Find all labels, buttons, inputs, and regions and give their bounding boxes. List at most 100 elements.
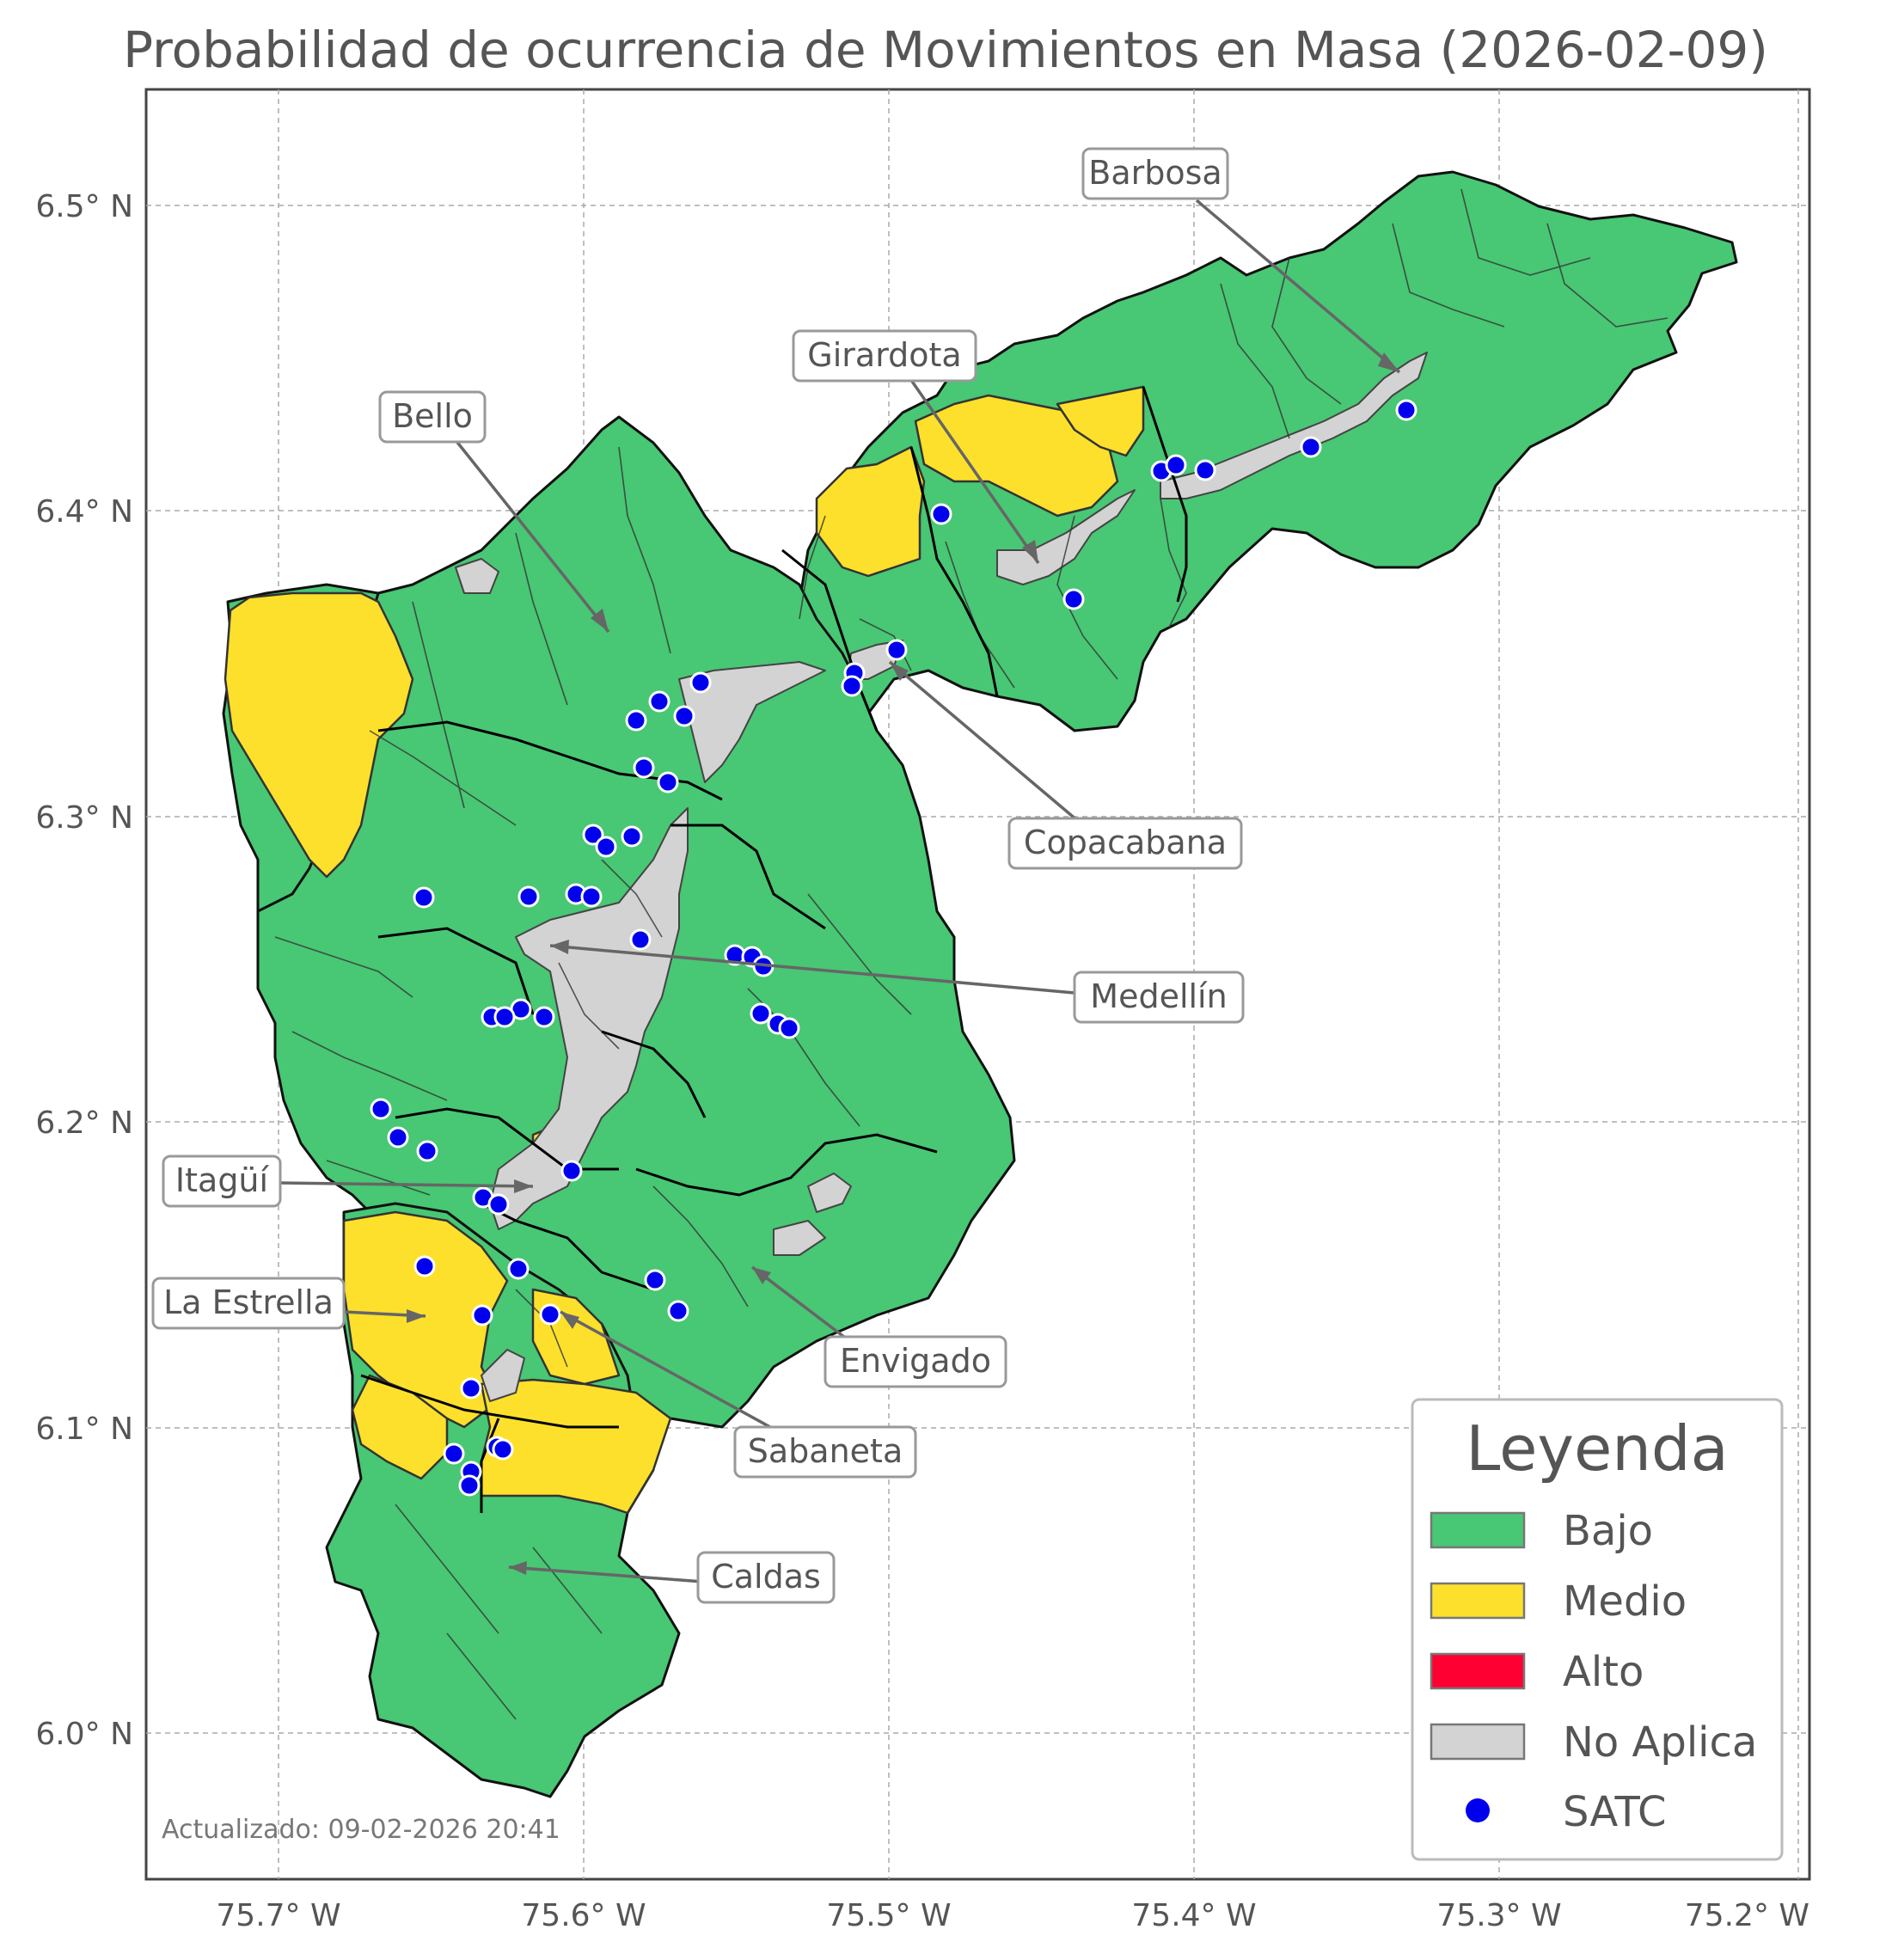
- satc-point: [387, 1126, 409, 1148]
- callout-girardota: Girardota: [792, 329, 977, 383]
- satc-point: [517, 885, 540, 908]
- updated-timestamp: Actualizado: 09-02-2026 20:41: [162, 1815, 560, 1845]
- lon-tick-label: 75.6° W: [521, 1898, 646, 1933]
- callout-la-estrella: La Estrella: [151, 1277, 346, 1330]
- subdivision-lines: [274, 188, 1669, 1720]
- lon-tick-label: 75.4° W: [1131, 1898, 1256, 1933]
- satc-point: [413, 1255, 436, 1277]
- satc-point: [507, 1258, 530, 1280]
- legend-title: Leyenda: [1466, 1412, 1729, 1485]
- satc-point: [657, 771, 679, 793]
- medio-zones: [223, 385, 1145, 1515]
- lat-tick-label: 6.5° N: [35, 189, 133, 224]
- legend-label-satc: SATC: [1563, 1788, 1667, 1836]
- satc-point: [460, 1377, 482, 1400]
- satc-point: [621, 825, 643, 848]
- callout-itagui: Itagüí: [162, 1155, 282, 1208]
- legend-swatch-bajo: [1430, 1511, 1526, 1549]
- urban-bello-west: [455, 558, 499, 594]
- legend-label-bajo: Bajo: [1563, 1507, 1653, 1555]
- medio-zone-girardota-west: [815, 445, 926, 578]
- urban-envigado: [807, 1173, 852, 1213]
- medio-zone-northwest: [223, 591, 414, 879]
- legend-swatch-satc: [1466, 1798, 1490, 1822]
- satc-point: [1194, 459, 1216, 481]
- lat-tick-label: 6.4° N: [35, 494, 133, 530]
- callout-sabaneta: Sabaneta: [733, 1425, 917, 1479]
- satc-point: [750, 1002, 772, 1025]
- callout-copacabana: Copacabana: [1007, 817, 1243, 870]
- callout-barbosa: Barbosa: [1081, 147, 1229, 200]
- callout-labels: Barbosa Girardota Bello Copacabana Medel…: [151, 147, 1245, 1604]
- region-northeast-arm: [772, 170, 1738, 793]
- urban-girardota: [996, 489, 1136, 585]
- callout-label-barbosa: Barbosa: [1088, 154, 1222, 192]
- satc-point: [492, 1438, 514, 1461]
- medio-zone-girardota-east: [1056, 385, 1145, 457]
- callout-label-medellin: Medellín: [1090, 977, 1227, 1015]
- satc-point: [471, 1304, 493, 1326]
- lon-tick-label: 75.7° W: [216, 1898, 340, 1933]
- legend-label-alto: Alto: [1563, 1648, 1644, 1696]
- satc-point: [458, 1474, 481, 1497]
- medio-zone-girardota-north: [914, 394, 1119, 518]
- satc-point: [778, 1017, 800, 1039]
- callout-bello: Bello: [378, 390, 487, 444]
- urban-barbosa: [1160, 352, 1428, 499]
- callout-label-sabaneta: Sabaneta: [748, 1432, 903, 1470]
- satc-point: [644, 1269, 666, 1291]
- satc-point: [1062, 588, 1085, 610]
- callout-caldas: Caldas: [696, 1551, 836, 1604]
- callout-label-copacabana: Copacabana: [1024, 824, 1227, 861]
- legend-swatch-no-aplica: [1430, 1723, 1526, 1761]
- satc-point: [487, 1193, 510, 1216]
- satc-point: [930, 503, 952, 525]
- satc-point: [629, 928, 652, 951]
- satc-point: [841, 675, 863, 697]
- lat-tick-label: 6.2° N: [35, 1106, 133, 1141]
- lon-tick-labels: 75.7° W 75.6° W 75.5° W 75.4° W 75.3° W …: [216, 1898, 1809, 1933]
- satc-point: [493, 1006, 516, 1028]
- lat-tick-label: 6.1° N: [35, 1412, 133, 1447]
- lon-tick-label: 75.2° W: [1685, 1898, 1809, 1933]
- satc-point: [667, 1300, 689, 1322]
- satc-point: [539, 1303, 561, 1326]
- callout-label-caldas: Caldas: [711, 1558, 821, 1596]
- urban-envigado-2: [773, 1220, 826, 1256]
- urban-bello: [678, 661, 826, 783]
- satc-point: [582, 824, 604, 846]
- lat-tick-labels: 6.5° N 6.4° N 6.3° N 6.2° N 6.1° N 6.0° …: [35, 189, 133, 1752]
- satc-point: [1165, 454, 1187, 476]
- satc-point: [1300, 436, 1322, 458]
- satc-point: [885, 639, 908, 661]
- callout-medellin: Medellín: [1073, 971, 1245, 1024]
- legend-swatch-medio: [1430, 1582, 1526, 1620]
- legend-label-medio: Medio: [1563, 1577, 1687, 1626]
- legend-swatch-alto: [1430, 1652, 1526, 1690]
- callout-label-la-estrella: La Estrella: [163, 1283, 334, 1321]
- satc-point: [533, 1006, 555, 1028]
- satc-point: [595, 836, 617, 858]
- lon-tick-label: 75.3° W: [1436, 1898, 1561, 1933]
- callout-arrows: [279, 199, 1401, 1583]
- urban-la-estrella: [481, 1349, 525, 1402]
- satc-point: [560, 1160, 583, 1182]
- legend-label-no-aplica: No Aplica: [1563, 1718, 1757, 1767]
- satc-point: [633, 756, 655, 779]
- callout-arrowheads: [407, 352, 1399, 1575]
- satc-point: [370, 1098, 392, 1120]
- satc-point: [673, 705, 695, 727]
- medio-zone-caldas: [351, 1374, 449, 1480]
- callout-label-girardota: Girardota: [807, 336, 961, 374]
- municipal-boundaries: [360, 386, 1188, 1513]
- satc-point: [1395, 399, 1417, 421]
- lat-tick-label: 6.0° N: [35, 1717, 133, 1752]
- satc-point: [689, 671, 712, 694]
- map-title: Probabilidad de ocurrencia de Movimiento…: [123, 21, 1768, 79]
- callout-label-itagui: Itagüí: [175, 1161, 270, 1199]
- callout-label-envigado: Envigado: [840, 1342, 991, 1380]
- callout-envigado: Envigado: [824, 1335, 1007, 1388]
- satc-point: [625, 709, 647, 732]
- satc-point: [416, 1140, 438, 1162]
